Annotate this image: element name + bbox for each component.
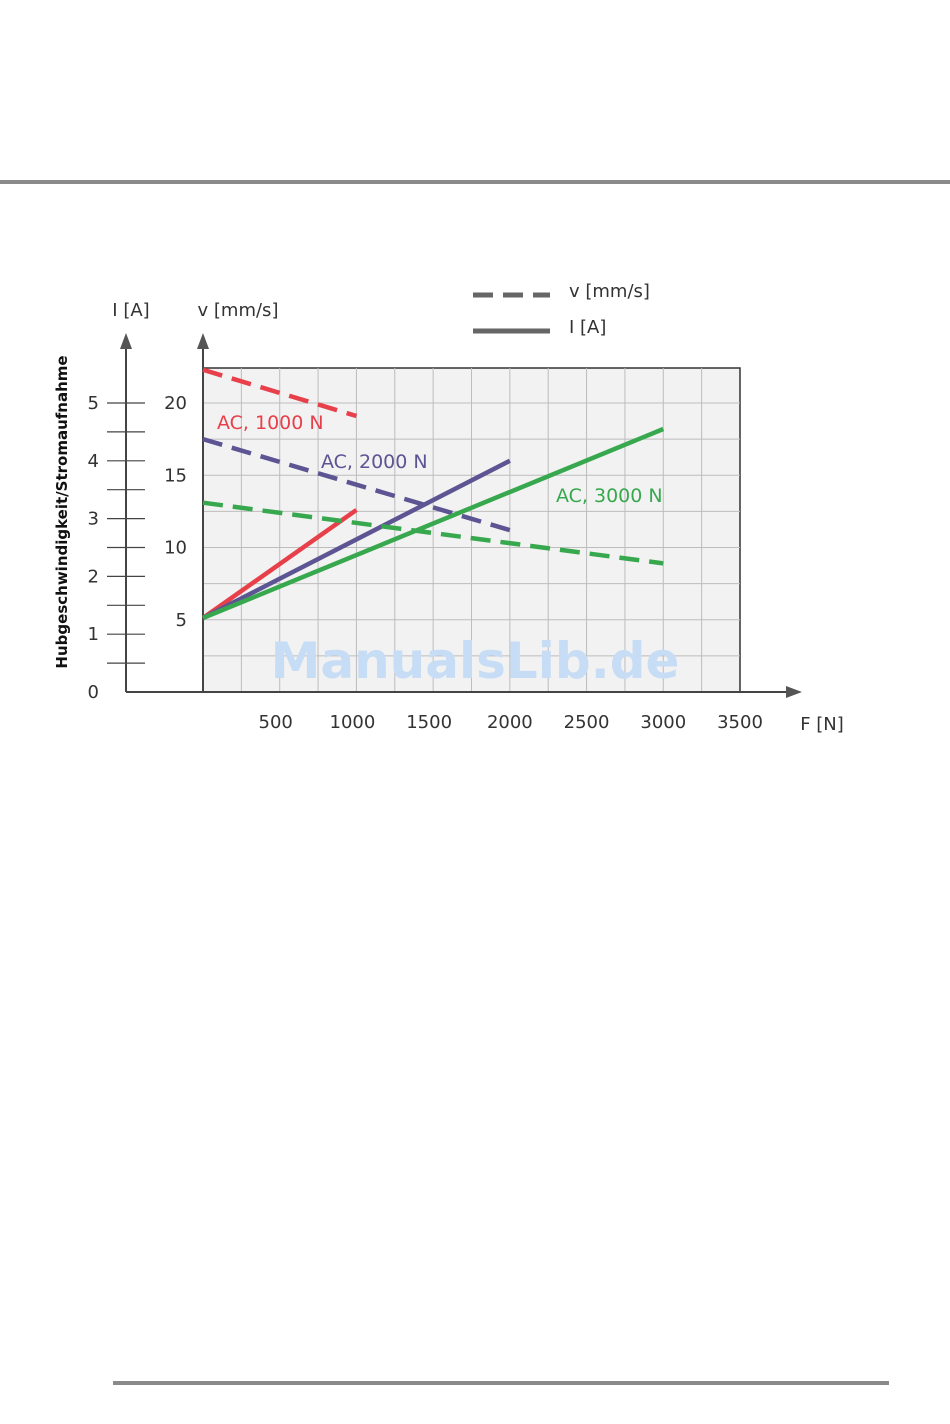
current-line-0 (201, 508, 358, 620)
legend: v [mm/s] I [A] (473, 281, 650, 338)
current-line-1 (201, 458, 511, 621)
current-tick-label: 5 (88, 393, 99, 414)
current-tick-label: 2 (88, 566, 99, 587)
bottom-divider (113, 1381, 889, 1385)
current-line-2 (202, 426, 665, 621)
series-label-2000: AC, 2000 N (321, 451, 428, 473)
velocity-axis-title: v [mm/s] (198, 300, 279, 321)
legend-label-velocity: v [mm/s] (569, 281, 650, 302)
current-tick-label: 0 (88, 682, 99, 703)
x-tick-label: 500 (259, 712, 293, 733)
ticks: 500 1000 1500 2000 2500 3000 3500 5 10 15 20 0 1 2 3 4 5 (88, 393, 763, 733)
current-tick-label: 3 (88, 509, 99, 530)
velocity-line-2 (202, 500, 664, 566)
x-tick-label: 1500 (406, 712, 452, 733)
x-tick-label: 3500 (717, 712, 763, 733)
x-tick-label: 1000 (330, 712, 376, 733)
velocity-tick-label: 20 (164, 393, 187, 414)
series-label-3000: AC, 3000 N (556, 485, 663, 507)
velocity-axis-arrow (197, 333, 209, 349)
velocity-line-0 (202, 367, 358, 419)
x-tick-label: 3000 (640, 712, 686, 733)
series-lines (201, 367, 665, 621)
current-tick-label: 4 (88, 451, 99, 472)
velocity-tick-label: 15 (164, 465, 187, 486)
velocity-tick-label: 5 (176, 610, 187, 631)
x-tick-label: 2500 (564, 712, 610, 733)
x-axis-arrow (786, 686, 802, 698)
watermark: ManualsLib.de (271, 632, 680, 690)
velocity-tick-label: 10 (164, 538, 187, 559)
velocity-line-1 (202, 436, 511, 533)
series-label-1000: AC, 1000 N (217, 412, 324, 434)
x-tick-label: 2000 (487, 712, 533, 733)
legend-label-current: I [A] (569, 317, 606, 338)
current-axis-arrow (120, 333, 132, 349)
current-axis-title: I [A] (112, 300, 149, 321)
top-divider (0, 180, 950, 184)
y-axis-title: Hubgeschwindigkeit/Stromaufnahme (53, 355, 71, 668)
grid-lines (203, 368, 740, 692)
x-axis-title: F [N] (800, 714, 844, 735)
current-tick-label: 1 (88, 624, 99, 645)
